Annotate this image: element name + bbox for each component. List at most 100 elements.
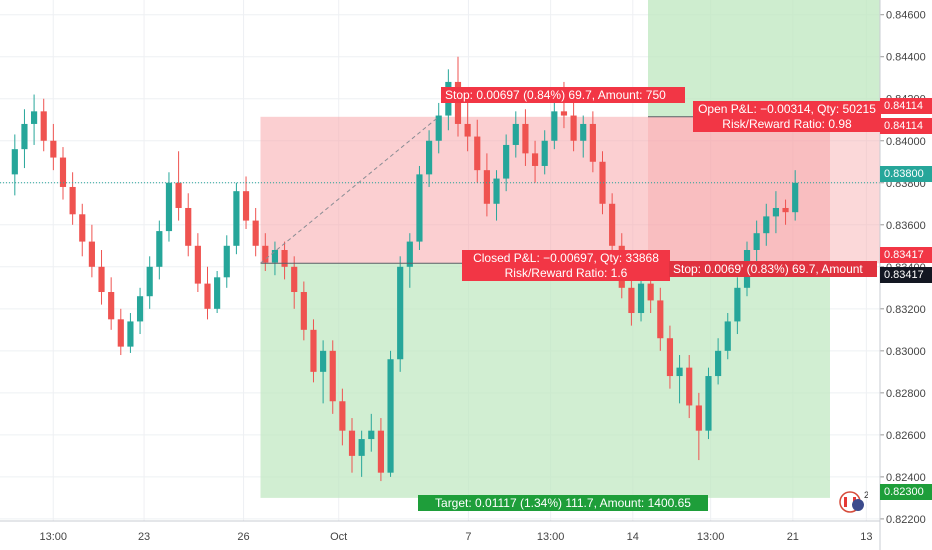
candle-body bbox=[320, 350, 327, 372]
candle-body bbox=[792, 182, 799, 213]
y-tick-label: 0.84000 bbox=[886, 136, 926, 148]
closed-position-rr-label[interactable]: Risk/Reward Ratio: 1.6 bbox=[462, 265, 670, 281]
candle-body bbox=[291, 266, 298, 293]
candle-body bbox=[560, 111, 568, 116]
candle-body bbox=[98, 266, 105, 293]
candle-body bbox=[426, 140, 433, 175]
candle-body bbox=[310, 329, 317, 372]
candle-body bbox=[609, 203, 616, 246]
candle-body bbox=[763, 216, 770, 234]
candle-body bbox=[127, 321, 134, 347]
candle-body bbox=[233, 191, 240, 246]
candle-body bbox=[40, 111, 47, 141]
candle-body bbox=[416, 174, 423, 242]
candle-body bbox=[194, 245, 201, 284]
candle-body bbox=[79, 214, 86, 242]
candle-body bbox=[705, 376, 712, 431]
candle-body bbox=[262, 245, 269, 263]
candle-body bbox=[21, 123, 28, 150]
price-label-stop-2: 0.84114 bbox=[880, 118, 932, 134]
candle-body bbox=[503, 144, 510, 179]
candle-body bbox=[637, 283, 645, 314]
y-tick-label: 0.82200 bbox=[886, 514, 926, 526]
candle-body bbox=[531, 153, 539, 166]
closed-position-stop-label[interactable]: Stop: 0.00697 (0.84%) 69.7, Amount: 750 bbox=[441, 87, 685, 103]
candle-body bbox=[580, 123, 587, 141]
candle-body bbox=[589, 123, 596, 162]
candle-body bbox=[435, 115, 442, 141]
open-target-zone bbox=[648, 0, 880, 117]
candle-body bbox=[397, 266, 404, 360]
x-tick-label: 23 bbox=[138, 531, 150, 543]
trade-path-line bbox=[260, 116, 440, 264]
candle-body bbox=[512, 123, 519, 145]
price-label-entry: 0.83417 bbox=[880, 247, 932, 263]
candle-body bbox=[329, 350, 336, 402]
x-tick-label: 13:00 bbox=[697, 531, 725, 543]
candle-body bbox=[108, 292, 115, 320]
candle-body bbox=[522, 123, 529, 154]
closed-position-target-label[interactable]: Target: 0.01117 (1.34%) 111.7, Amount: 1… bbox=[418, 495, 708, 511]
candle-body bbox=[185, 207, 192, 246]
x-tick-label: 13 bbox=[860, 531, 872, 543]
candle-body bbox=[358, 439, 365, 456]
candle-body bbox=[474, 136, 481, 171]
candle-body bbox=[223, 245, 230, 278]
y-tick-label: 0.82600 bbox=[886, 430, 926, 442]
candle-body bbox=[146, 266, 153, 297]
open-stop-zone bbox=[648, 116, 880, 264]
candle-body bbox=[11, 149, 18, 175]
candle-body bbox=[647, 283, 654, 301]
candle-body bbox=[599, 161, 606, 204]
open-position-pnl-label[interactable]: Open P&L: −0.00314, Qty: 50215 bbox=[693, 101, 881, 117]
closed-position-pnl-label[interactable]: Closed P&L: −0.00697, Qty: 33868 bbox=[462, 250, 670, 266]
x-tick-label: 13:00 bbox=[537, 531, 565, 543]
y-tick-label: 0.83600 bbox=[886, 220, 926, 232]
candle-body bbox=[695, 405, 702, 431]
candle-body bbox=[715, 350, 722, 377]
price-label-entry-2: 0.83417 bbox=[880, 267, 932, 283]
candle-body bbox=[483, 170, 490, 204]
candle-body bbox=[214, 277, 221, 309]
price-label-stop: 0.84114 bbox=[880, 98, 932, 114]
candle-body bbox=[628, 287, 635, 314]
candle-body bbox=[136, 296, 144, 322]
candle-body bbox=[570, 115, 577, 141]
candle-body bbox=[165, 182, 173, 232]
candle-body bbox=[59, 157, 67, 187]
candle-body bbox=[676, 367, 683, 377]
y-tick-label: 0.82400 bbox=[886, 472, 926, 484]
candle-body bbox=[464, 123, 471, 137]
candle-body bbox=[657, 300, 664, 339]
candle-body bbox=[204, 283, 211, 309]
candle-body bbox=[281, 249, 288, 267]
candle-body bbox=[753, 233, 760, 250]
open-position-rr-label[interactable]: Risk/Reward Ratio: 0.98 bbox=[693, 116, 881, 132]
candle-body bbox=[686, 367, 693, 406]
y-tick-label: 0.84400 bbox=[886, 52, 926, 64]
candle-body bbox=[117, 319, 124, 347]
candle-body bbox=[252, 220, 259, 246]
candle-body bbox=[551, 111, 558, 141]
x-tick-label: 21 bbox=[787, 531, 799, 543]
x-tick-label: 14 bbox=[627, 531, 639, 543]
position-zones bbox=[260, 0, 880, 498]
open-position-stop-label[interactable]: Stop: 0.0069' (0.83%) 69.7, Amount bbox=[669, 261, 877, 277]
svg-text:2: 2 bbox=[864, 490, 868, 500]
candle-body bbox=[724, 321, 731, 351]
candle-body bbox=[31, 111, 38, 124]
candle-body bbox=[666, 338, 674, 377]
candle-body bbox=[782, 207, 789, 213]
event-flag-icon[interactable]: 2 bbox=[838, 487, 869, 517]
candle-body bbox=[406, 241, 413, 267]
y-tick-label: 0.83200 bbox=[886, 304, 926, 316]
y-tick-label: 0.84600 bbox=[886, 10, 926, 22]
candle-body bbox=[175, 182, 182, 208]
candle-body bbox=[772, 207, 779, 217]
price-label-current: 0.83800 bbox=[880, 166, 932, 182]
x-tick-label: 13:00 bbox=[39, 531, 67, 543]
candle-body bbox=[377, 430, 384, 473]
price-label-target: 0.82300 bbox=[880, 484, 932, 500]
